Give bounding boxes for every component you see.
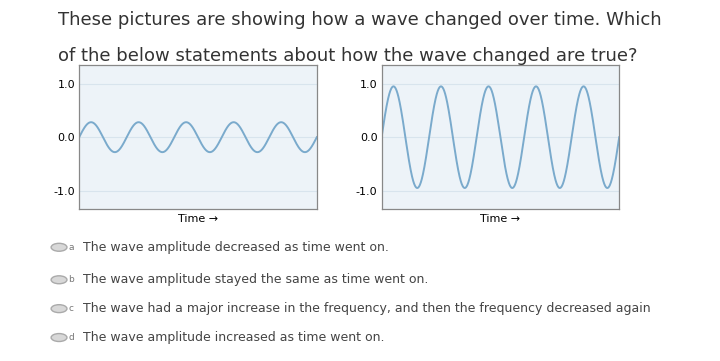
Text: These pictures are showing how a wave changed over time. Which: These pictures are showing how a wave ch… bbox=[58, 11, 661, 29]
X-axis label: Time →: Time → bbox=[480, 214, 521, 223]
Text: b: b bbox=[68, 275, 74, 284]
Text: The wave amplitude increased as time went on.: The wave amplitude increased as time wen… bbox=[83, 331, 384, 344]
Text: The wave amplitude decreased as time went on.: The wave amplitude decreased as time wen… bbox=[83, 241, 389, 254]
Text: The wave had a major increase in the frequency, and then the frequency decreased: The wave had a major increase in the fre… bbox=[83, 302, 650, 315]
Text: of the below statements about how the wave changed are true?: of the below statements about how the wa… bbox=[58, 47, 637, 65]
Text: c: c bbox=[69, 304, 73, 313]
Text: d: d bbox=[68, 333, 74, 342]
Text: The wave amplitude stayed the same as time went on.: The wave amplitude stayed the same as ti… bbox=[83, 273, 428, 286]
Text: a: a bbox=[68, 243, 74, 252]
X-axis label: Time →: Time → bbox=[178, 214, 218, 223]
